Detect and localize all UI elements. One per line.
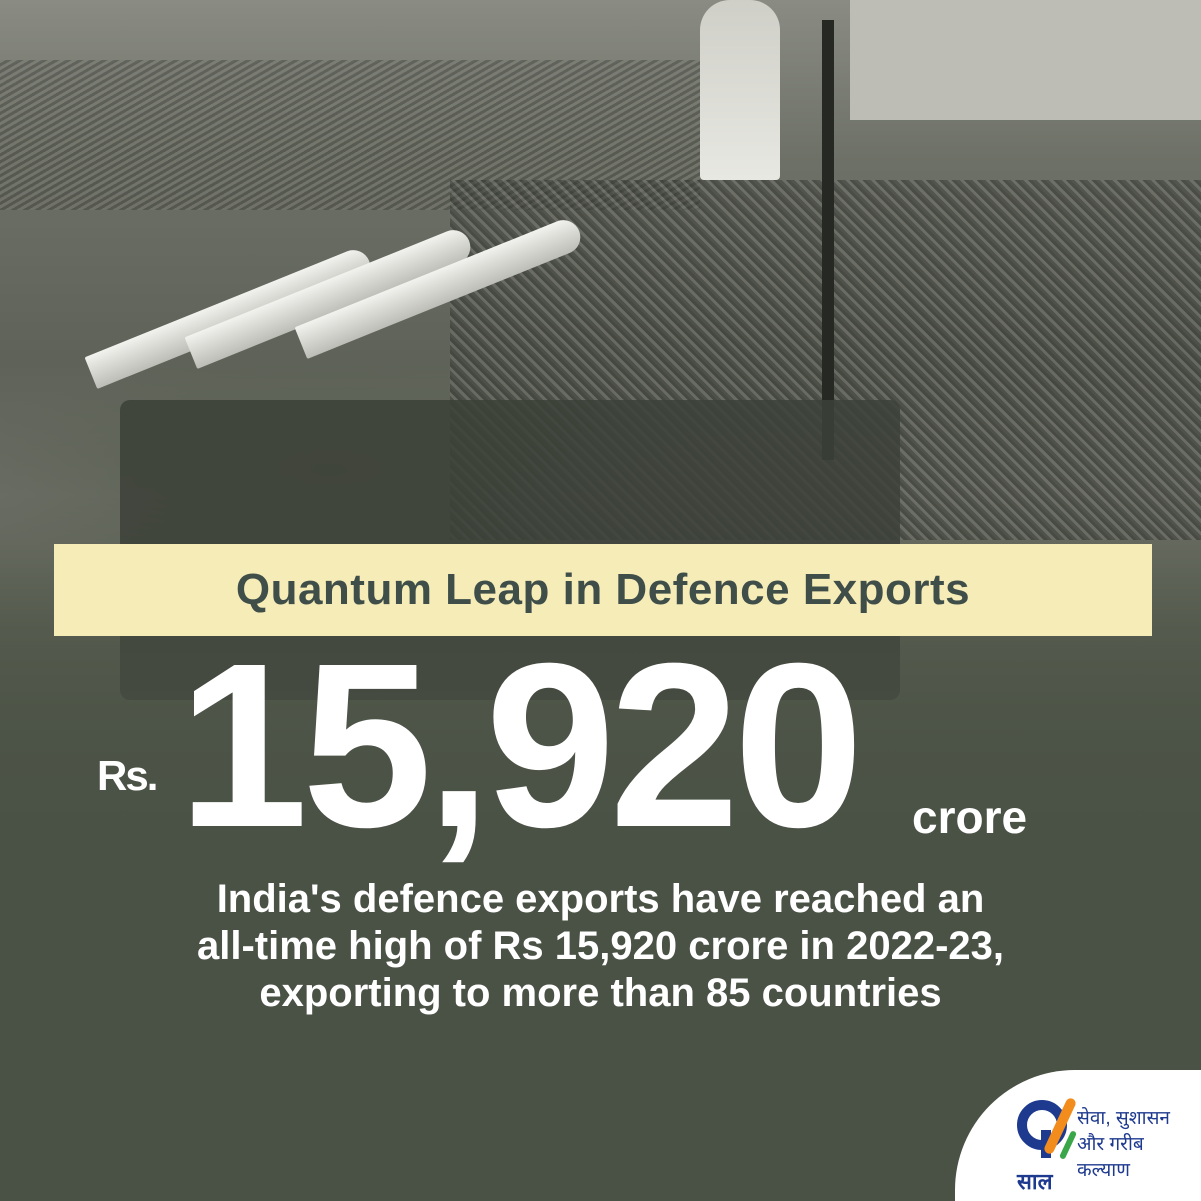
title-banner: Quantum Leap in Defence Exports xyxy=(54,544,1152,636)
tagline-line: और गरीब कल्याण xyxy=(1077,1134,1144,1181)
tagline-line: सेवा, सुशासन xyxy=(1077,1108,1170,1129)
building xyxy=(850,0,1201,120)
banner-title: Quantum Leap in Defence Exports xyxy=(235,565,971,614)
emblem-pillar xyxy=(700,0,780,180)
logo-saal-text: साल xyxy=(1017,1169,1053,1194)
unit-label: crore xyxy=(912,791,1028,843)
description: India's defence exports have reached an … xyxy=(0,876,1201,1017)
currency-label: Rs. xyxy=(97,752,158,799)
logo-tagline: सेवा, सुशासन और गरीब कल्याण xyxy=(1077,1106,1201,1184)
description-line: all-time high of Rs 15,920 crore in 2022… xyxy=(197,924,1004,968)
description-line: India's defence exports have reached an xyxy=(216,877,985,921)
headline-amount: 15,920 xyxy=(178,614,864,876)
lamp-post xyxy=(822,20,834,460)
description-line: exporting to more than 85 countries xyxy=(259,971,942,1015)
9-saal-logo: साल सेवा, सुशासन और गरीब कल्याण xyxy=(955,1070,1201,1201)
